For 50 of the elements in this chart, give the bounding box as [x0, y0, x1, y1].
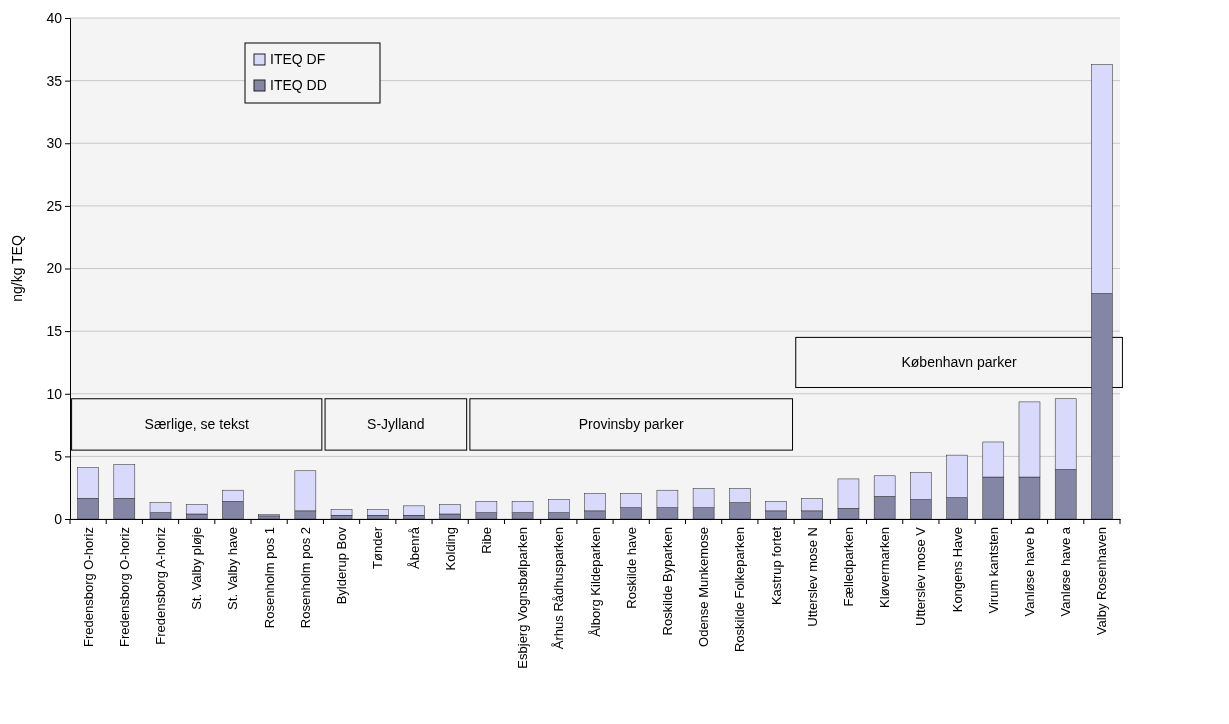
y-tick-label: 25 [46, 197, 63, 214]
y-tick-label: 10 [46, 385, 63, 402]
annotation: København parker [901, 354, 1017, 371]
y-tick-label: 35 [46, 72, 63, 89]
y-tick-label: 30 [46, 135, 63, 152]
x-tick-label: Esbjerg Vognsbølparken [515, 527, 531, 669]
y-tick-label: 20 [46, 260, 63, 277]
y-tick-label: 0 [54, 510, 63, 527]
y-tick-label: 5 [54, 448, 63, 465]
x-tick-label: Åbenrå [406, 526, 422, 569]
x-tick-label: Vanløse have a [1058, 526, 1074, 617]
x-tick-label: Kongens Have [949, 527, 965, 613]
x-tick-label: Utterslev mose V [913, 526, 929, 626]
x-tick-label: Bylderup Bov [334, 526, 350, 605]
x-tick-label: Valby Rosenhaven [1094, 527, 1110, 636]
x-tick-label: Århus Rådhusparken [551, 527, 567, 650]
x-tick-label: St. Valby have [225, 527, 241, 610]
x-tick-label: Roskilde have [623, 527, 639, 609]
bar [330, 509, 353, 516]
x-tick-label: Kastrup fortet [768, 526, 784, 606]
x-tick-label: Rosenholm pos 2 [297, 527, 313, 629]
x-tick-label: Ribe [478, 527, 494, 554]
bar [367, 509, 389, 516]
x-tick-label: Kolding [442, 527, 458, 571]
bar [185, 504, 208, 515]
y-axis-title: ng/kg TEQ [9, 235, 25, 302]
x-tick-label: Vanløse have b [1022, 527, 1038, 617]
x-tick-label: St. Valby pløje [189, 527, 205, 610]
legend-label: ITEQ DD [270, 77, 327, 93]
x-tick-label: Utterslev mose N [804, 527, 820, 627]
x-tick-label: Roskilde Folkeparken [732, 527, 748, 653]
x-tick-label: Fredensborg O-horiz [80, 527, 96, 647]
x-tick-label: Roskilde Byparken [659, 527, 675, 636]
bar [439, 504, 461, 515]
x-tick-label: Odense Munkemose [696, 527, 712, 647]
y-tick-label: 15 [46, 323, 63, 340]
bar [403, 505, 425, 516]
x-tick-label: Ålborg Kildeparken [587, 527, 603, 637]
annotation: S-Jylland [367, 416, 425, 433]
x-tick-label: Fredensborg A-horiz [153, 527, 169, 645]
x-tick-label: Tønder [370, 526, 386, 569]
annotation: Provinsby parker [578, 416, 685, 433]
x-tick-label: Virum kantsten [985, 527, 1001, 614]
annotation: Særlige, se tekst [144, 416, 249, 433]
x-tick-label: Fælledparken [841, 527, 856, 607]
x-tick-label: Kløvermarken [877, 527, 893, 608]
legend-label: ITEQ DF [270, 51, 326, 67]
x-tick-label: Rosenholm pos 1 [261, 527, 277, 629]
y-tick-label: 40 [46, 9, 63, 26]
x-tick-label: Fredensborg O-horiz [116, 527, 132, 647]
